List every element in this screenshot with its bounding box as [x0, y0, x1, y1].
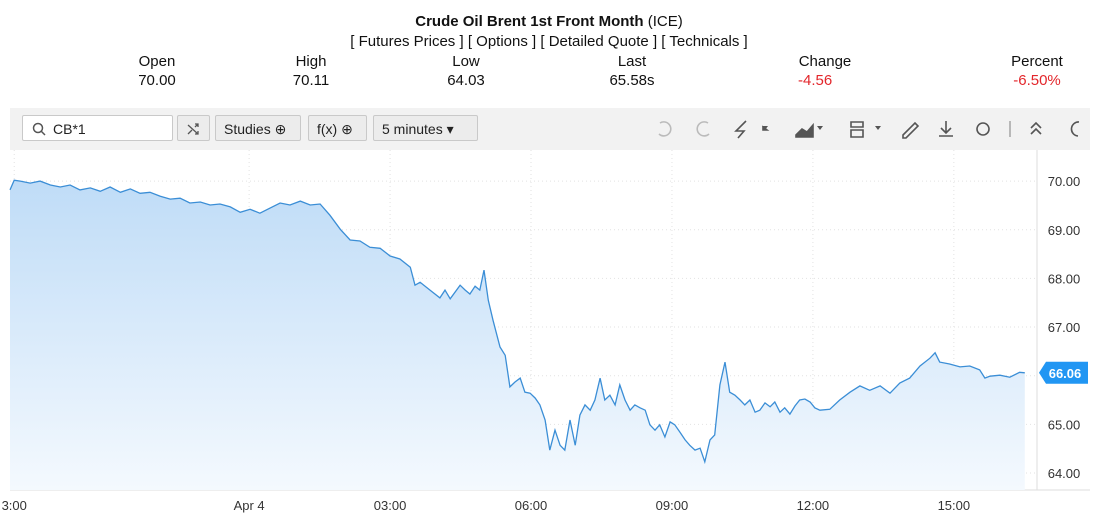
- x-tick-label: 15:00: [938, 498, 971, 513]
- link[interactable]: [ Futures Prices ]: [350, 33, 464, 50]
- quote-value: -6.50%: [1013, 72, 1061, 89]
- interval-label: 5 minutes: [382, 121, 443, 137]
- redo-icon[interactable]: [696, 121, 710, 137]
- quote-percent: Percent -6.50%: [977, 53, 1097, 89]
- collapse-icon[interactable]: [1030, 121, 1042, 135]
- x-tick-label: Apr 4: [234, 498, 265, 513]
- theme-icon[interactable]: [1070, 121, 1080, 137]
- quote-value: 70.00: [138, 72, 176, 89]
- quote-label: Change: [798, 53, 852, 70]
- y-tick-label: 64.00: [1048, 466, 1081, 481]
- price-tag: [1039, 361, 1088, 384]
- symbol-search[interactable]: CB*1: [22, 115, 173, 141]
- price-line: [9, 179, 1025, 465]
- search-icon: [32, 122, 46, 136]
- x-tick-label: 09:00: [656, 498, 689, 513]
- link[interactable]: [ Technicals ]: [661, 33, 748, 50]
- draw-icon[interactable]: [734, 120, 747, 139]
- exchange: (ICE): [647, 13, 683, 30]
- x-tick-label: 3:00: [2, 498, 27, 513]
- interval-button[interactable]: 5 minutes ▾: [373, 115, 478, 141]
- x-tick-label: 06:00: [515, 498, 548, 513]
- quote-value: 70.11: [292, 72, 330, 89]
- quote-label: Percent: [1011, 53, 1063, 70]
- link[interactable]: [ Detailed Quote ]: [540, 33, 658, 50]
- pencil-icon[interactable]: [902, 121, 920, 139]
- title: Crude Oil Brent 1st Front Month: [415, 13, 644, 30]
- layout-icon[interactable]: [850, 121, 864, 138]
- y-tick-label: 67.00: [1048, 320, 1081, 335]
- functions-button[interactable]: f(x) ⊕: [308, 115, 367, 141]
- price-tag-label: 66.06: [1049, 366, 1082, 381]
- x-tick-label: 03:00: [374, 498, 407, 513]
- y-tick-label: 65.00: [1048, 417, 1081, 432]
- quote-change: Change -4.56: [765, 53, 885, 89]
- title-line: Crude Oil Brent 1st Front Month (ICE): [0, 13, 1098, 30]
- area: [10, 180, 1025, 490]
- y-tick-label: 69.00: [1048, 223, 1081, 238]
- quote-value: 65.58s: [609, 72, 655, 89]
- y-tick-label: 70.00: [1048, 174, 1081, 189]
- links: [ Futures Prices ] [ Options ] [ Detaile…: [0, 33, 1098, 50]
- studies-label: Studies: [224, 121, 271, 137]
- quote-last: Last 65.58s: [572, 53, 692, 89]
- quote-label: Low: [452, 53, 480, 70]
- y-tick-label: 68.00: [1048, 271, 1081, 286]
- download-icon[interactable]: [939, 121, 953, 137]
- quote-label: Open: [138, 53, 176, 70]
- quote-label: High: [295, 53, 327, 70]
- functions-label: f(x): [317, 121, 338, 137]
- toolbar: CB*1 Studies ⊕ f(x) ⊕ 5 minutes ▾: [10, 108, 1090, 150]
- quote-value: 64.03: [447, 72, 485, 89]
- quote-high: High 70.11: [251, 53, 371, 89]
- link[interactable]: [ Options ]: [467, 33, 537, 50]
- quote-label: Last: [617, 53, 647, 70]
- settings-icon[interactable]: [976, 122, 990, 136]
- compare-button[interactable]: [177, 115, 210, 141]
- quote-value: -4.56: [798, 72, 833, 89]
- quote-open: Open 70.00: [97, 53, 217, 89]
- toolbar-icons: [658, 120, 1080, 139]
- symbol: CB*1: [53, 121, 86, 137]
- shuffle-icon: [187, 123, 199, 135]
- undo-icon[interactable]: [658, 121, 672, 137]
- studies-button[interactable]: Studies ⊕: [215, 115, 301, 141]
- quote-low: Low 64.03: [406, 53, 526, 89]
- x-tick-label: 12:00: [797, 498, 830, 513]
